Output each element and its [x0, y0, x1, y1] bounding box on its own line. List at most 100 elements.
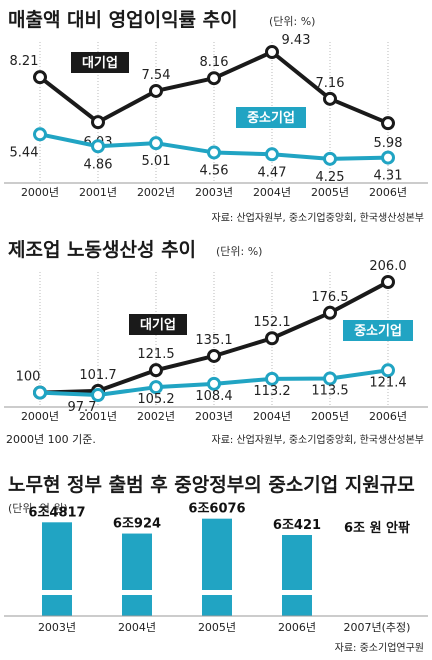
- x-tick-label: 2006년: [369, 186, 407, 199]
- series-tag-label: 대기업: [140, 318, 176, 333]
- data-label: 176.5: [311, 290, 348, 305]
- data-label: 105.2: [137, 392, 174, 407]
- x-tick-label: 2004년: [253, 186, 291, 199]
- data-point: [149, 380, 163, 395]
- x-tick-label: 2007년(추정): [344, 621, 411, 634]
- data-point: [265, 45, 279, 59]
- data-point: [265, 147, 279, 162]
- data-label: 7.16: [316, 76, 345, 91]
- chart2-title: 제조업 노동생산성 추이: [8, 239, 196, 261]
- bar-value-label: 6조6076: [188, 502, 245, 517]
- data-label: 113.5: [311, 384, 348, 399]
- x-tick-label: 2002년: [137, 410, 175, 423]
- x-tick-label: 2001년: [79, 410, 117, 423]
- data-label: 97.7: [68, 400, 97, 415]
- data-point: [207, 145, 221, 160]
- series-tag-box: [343, 320, 413, 341]
- series-tag-label: 중소기업: [247, 111, 295, 126]
- data-point: [323, 305, 337, 320]
- data-point: [149, 83, 163, 98]
- bar: [202, 518, 232, 616]
- data-point: [207, 348, 221, 363]
- data-label: 4.31: [374, 169, 403, 184]
- x-tick-label: 2006년: [369, 410, 407, 423]
- chart3-title: 노무현 정부 출범 후 중앙정부의 중소기업 지원규모: [8, 474, 415, 496]
- data-label: 4.56: [200, 163, 229, 178]
- data-label: 121.5: [137, 347, 174, 362]
- data-label: 8.16: [200, 55, 229, 70]
- bar-value-label: 6조4817: [28, 505, 85, 520]
- bar-break: [121, 590, 153, 595]
- data-point: [265, 371, 279, 386]
- series-tag-label: 대기업: [82, 56, 118, 71]
- data-label: 9.43: [282, 33, 311, 48]
- data-point: [323, 91, 337, 106]
- bar-break: [281, 590, 313, 595]
- x-tick-label: 2006년: [278, 621, 316, 634]
- data-label: 4.86: [84, 157, 113, 172]
- data-point: [33, 70, 47, 85]
- bar: [122, 533, 152, 616]
- data-label: 113.2: [253, 384, 290, 399]
- x-tick-label: 2000년: [21, 410, 59, 423]
- data-label: 8.21: [10, 54, 39, 69]
- data-point: [91, 388, 105, 402]
- data-label: 135.1: [195, 333, 232, 348]
- data-point: [207, 376, 221, 391]
- sme-support-chart: 노무현 정부 출범 후 중앙정부의 중소기업 지원규모 (단위: 억 원) 자료…: [4, 474, 428, 654]
- bar: [282, 535, 312, 616]
- data-point: [33, 385, 47, 400]
- x-tick-label: 2005년: [311, 186, 349, 199]
- data-label: 4.25: [316, 170, 345, 185]
- x-tick-label: 2005년: [198, 621, 236, 634]
- data-label: 206.0: [369, 259, 406, 274]
- chart2-unit: (단위: %): [216, 245, 262, 258]
- data-point: [381, 116, 395, 131]
- series-tag-box: [129, 314, 187, 335]
- data-point: [149, 136, 163, 151]
- bar-value-label: 6조924: [113, 517, 161, 532]
- bar: [42, 522, 72, 616]
- bar-value-label: 6조 원 안팎: [344, 520, 410, 536]
- data-label: 121.4: [369, 375, 406, 390]
- data-label: 152.1: [253, 315, 290, 330]
- chart3-source: 자료: 중소기업연구원: [335, 641, 424, 654]
- data-point: [323, 371, 337, 386]
- series-tag-box: [236, 107, 306, 128]
- data-point: [207, 71, 221, 86]
- data-label: 5.98: [374, 136, 403, 151]
- x-tick-label: 2002년: [137, 186, 175, 199]
- chart1-title: 매출액 대비 영업이익률 추이: [8, 9, 238, 31]
- chart1-unit: (단위: %): [269, 15, 315, 28]
- data-point: [149, 363, 163, 378]
- chart3-unit: (단위: 억 원): [8, 502, 68, 515]
- x-tick-label: 2004년: [253, 410, 291, 423]
- bar-value-label: 6조421: [273, 518, 321, 533]
- bar-break: [41, 590, 73, 595]
- chart2-note: 2000년 100 기준.: [6, 433, 96, 446]
- data-label: 5.01: [142, 154, 171, 169]
- data-label: 4.47: [258, 165, 287, 180]
- x-tick-label: 2003년: [38, 621, 76, 634]
- x-tick-label: 2001년: [79, 186, 117, 199]
- data-label: 108.4: [195, 389, 232, 404]
- data-point: [33, 127, 47, 142]
- x-tick-label: 2004년: [118, 621, 156, 634]
- series-tag-label: 중소기업: [354, 324, 402, 339]
- x-tick-label: 2000년: [21, 186, 59, 199]
- data-point: [381, 275, 395, 289]
- x-tick-label: 2003년: [195, 410, 233, 423]
- data-label: 101.7: [79, 368, 116, 383]
- data-point: [323, 151, 337, 166]
- chart1-source: 자료: 산업자원부, 중소기업중앙회, 한국생산성본부: [212, 211, 424, 224]
- data-point: [381, 150, 395, 165]
- data-point: [91, 139, 105, 154]
- data-point: [91, 115, 105, 130]
- chart2-source: 자료: 산업자원부, 중소기업중앙회, 한국생산성본부: [212, 433, 424, 446]
- data-label: 7.54: [142, 68, 171, 83]
- data-point: [265, 331, 279, 346]
- data-label: 100: [16, 370, 41, 385]
- bar-break: [201, 590, 233, 595]
- x-tick-label: 2005년: [311, 410, 349, 423]
